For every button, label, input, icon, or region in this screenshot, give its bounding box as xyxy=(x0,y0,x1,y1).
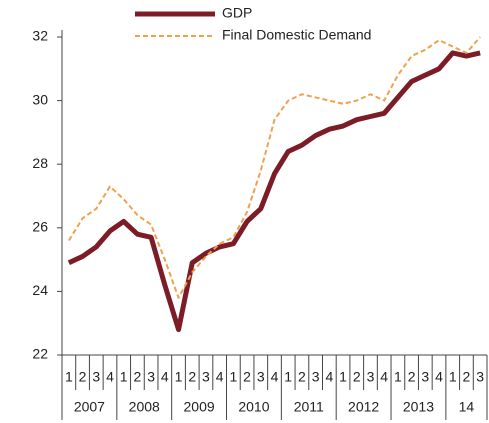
x-tick-label: 4 xyxy=(271,369,279,385)
y-tick-label: 22 xyxy=(32,346,48,362)
year-label: 2009 xyxy=(184,399,215,415)
x-tick-label: 4 xyxy=(161,369,169,385)
x-tick-label: 2 xyxy=(408,369,416,385)
x-tick-label: 2 xyxy=(463,369,471,385)
year-label: 2011 xyxy=(294,399,324,415)
year-label: 2013 xyxy=(403,399,434,415)
x-tick-label: 1 xyxy=(394,369,402,385)
x-tick-label: 2 xyxy=(243,369,251,385)
x-tick-label: 3 xyxy=(257,369,265,385)
x-tick-label: 4 xyxy=(435,369,443,385)
x-tick-label: 4 xyxy=(106,369,114,385)
x-tick-label: 1 xyxy=(284,369,292,385)
x-tick-label: 2 xyxy=(188,369,196,385)
x-tick-label: 3 xyxy=(147,369,155,385)
x-tick-label: 1 xyxy=(175,369,183,385)
x-tick-label: 4 xyxy=(380,369,388,385)
y-tick-label: 24 xyxy=(32,282,48,298)
year-label: 2007 xyxy=(74,399,105,415)
legend-label: GDP xyxy=(222,5,252,21)
x-tick-label: 2 xyxy=(79,369,87,385)
year-label: 14 xyxy=(459,399,475,415)
y-tick-label: 30 xyxy=(32,91,48,107)
x-tick-label: 3 xyxy=(476,369,484,385)
x-tick-label: 1 xyxy=(65,369,73,385)
x-tick-label: 3 xyxy=(202,369,210,385)
x-tick-label: 1 xyxy=(449,369,457,385)
x-tick-label: 4 xyxy=(216,369,224,385)
x-tick-label: 2 xyxy=(298,369,306,385)
x-tick-label: 3 xyxy=(312,369,320,385)
x-tick-label: 4 xyxy=(325,369,333,385)
x-tick-label: 1 xyxy=(339,369,347,385)
x-tick-label: 3 xyxy=(92,369,100,385)
series-line xyxy=(68,36,481,299)
year-label: 2012 xyxy=(348,399,379,415)
x-tick-label: 3 xyxy=(421,369,429,385)
x-tick-label: 2 xyxy=(353,369,361,385)
series-line xyxy=(67,50,481,333)
x-tick-label: 3 xyxy=(367,369,375,385)
legend-label: Final Domestic Demand xyxy=(222,27,371,43)
y-tick-label: 28 xyxy=(32,155,48,171)
x-tick-label: 2 xyxy=(134,369,142,385)
year-label: 2008 xyxy=(129,399,160,415)
y-tick-label: 26 xyxy=(32,219,48,235)
x-tick-label: 1 xyxy=(120,369,128,385)
year-label: 2010 xyxy=(238,399,269,415)
x-tick-label: 1 xyxy=(229,369,237,385)
y-tick-label: 32 xyxy=(32,28,48,44)
